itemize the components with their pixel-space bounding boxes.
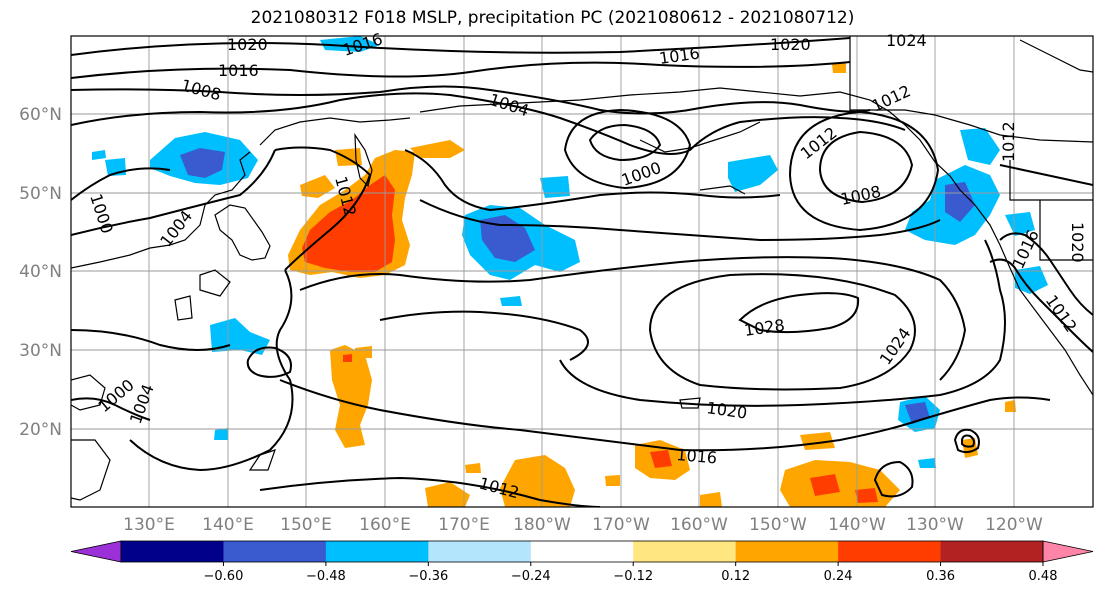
colorbar-segment [121,541,224,562]
lon-label-150w: 150°W [749,515,807,535]
lat-label-40n: 40°N [19,262,62,282]
strong-precip-shading [302,175,878,503]
lon-label-150e: 150°E [280,515,332,535]
map-frame [70,35,1094,508]
map-title: 2021080312 F018 MSLP, precipitation PC (… [250,8,855,28]
colorbar-segment [940,541,1044,562]
colorbar-segment [223,541,327,562]
svg-text:1016: 1016 [218,61,259,80]
lon-label-160e: 160°E [359,515,411,535]
colorbar-tick-label: −0.24 [511,569,551,584]
colorbar-tick-label: −0.48 [306,569,346,584]
colorbar-segment [325,541,429,562]
colorbar-segment [428,541,532,562]
svg-text:1020: 1020 [770,35,811,54]
svg-text:1024: 1024 [886,31,927,50]
svg-text:1020: 1020 [227,35,268,54]
lon-label-120w: 120°W [985,515,1043,535]
lon-label-180w: 180°W [513,515,571,535]
colorbar-extend-max [1042,540,1094,563]
svg-text:1012: 1012 [999,121,1018,162]
lat-label-30n: 30°N [19,341,62,361]
colorbar-tick-label: −0.36 [408,569,448,584]
lon-label-160w: 160°W [670,515,728,535]
lon-label-170w: 170°W [592,515,650,535]
colorbar-tick-label: 0.12 [721,569,750,584]
colorbar-outline [120,540,1044,563]
colorbar-segment [530,541,634,562]
lon-label-170e: 170°E [438,515,490,535]
lat-label-20n: 20°N [19,420,62,440]
colorbar-tick-label: 0.36 [926,569,955,584]
colorbar-segment [735,541,839,562]
negative-precip-shading [92,36,1048,468]
colorbar-tick-label: −0.12 [613,569,653,584]
colorbar-segment [838,541,942,562]
lon-label-140e: 140°E [202,515,254,535]
colorbar: −0.60 −0.48 −0.36 −0.24 −0.12 0.12 0.24 0.36 0.4… [70,540,1094,584]
mslp-contours [71,37,1093,507]
lon-label-130e: 130°E [123,515,175,535]
colorbar-extend-min [70,540,122,563]
lat-label-60n: 60°N [19,105,62,125]
colorbar-tick-label: 0.24 [824,569,853,584]
longitude-labels: 130°E 140°E 150°E 160°E 170°E 180°W 170°… [123,515,1043,535]
lon-label-140w: 140°W [828,515,886,535]
latitude-labels: 20°N 30°N 40°N 50°N 60°N [19,105,62,440]
coastlines [71,36,1093,501]
colorbar-segment [633,541,737,562]
lat-label-50n: 50°N [19,184,62,204]
lon-label-130w: 130°W [906,515,964,535]
colorbar-tick-label: 0.48 [1029,569,1058,584]
colorbar-tick-label: −0.60 [204,569,244,584]
svg-text:1016: 1016 [676,445,718,467]
svg-text:1020: 1020 [1068,222,1087,263]
